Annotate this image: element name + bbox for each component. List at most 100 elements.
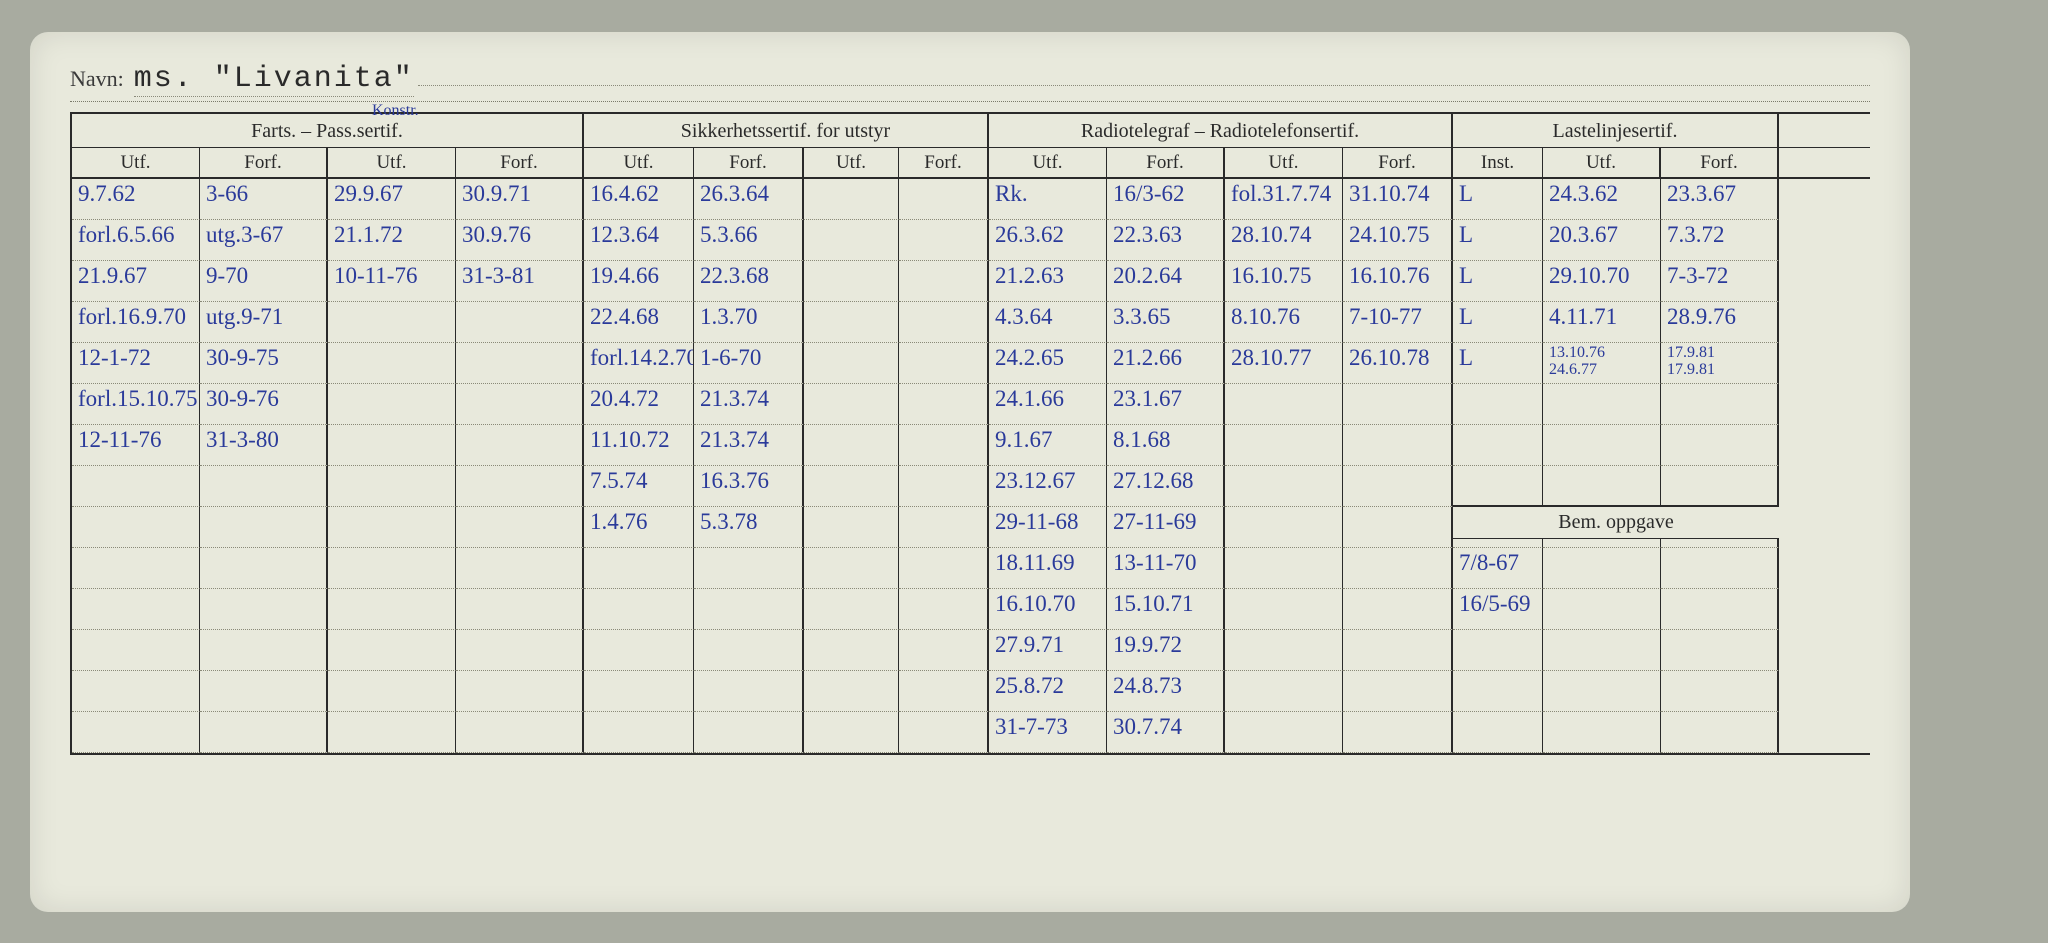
header-sub: Utf. [584,148,694,177]
cell: 24.1.66 [989,384,1107,425]
cell [1661,712,1779,753]
cell [456,671,584,712]
table-row: forl.16.9.70utg.9-7122.4.681.3.704.3.643… [72,302,1870,343]
cell: forl.14.2.70 [584,343,694,384]
cell [200,466,328,507]
cell: 23.1.67 [1107,384,1225,425]
cell [456,343,584,384]
cell [584,589,694,630]
name-row: Navn: ms. "Livanita" [70,62,1870,102]
cell: 3-66 [200,179,328,220]
cell [1543,712,1661,753]
cell [200,589,328,630]
cell: 30.9.71 [456,179,584,220]
cell: 28.10.77 [1225,343,1343,384]
cell [1225,466,1343,507]
cell [804,466,899,507]
cell [899,261,989,302]
cell: 30-9-75 [200,343,328,384]
cell [1453,384,1543,425]
cell: 31-3-81 [456,261,584,302]
cell [328,671,456,712]
cell: 26.10.78 [1343,343,1453,384]
header-group: Lastelinjesertif. [1453,114,1779,147]
cell [804,343,899,384]
cell [804,548,899,589]
cell: 26.3.64 [694,179,804,220]
cell [899,671,989,712]
cell [1453,671,1543,712]
cell [804,630,899,671]
cell [1225,630,1343,671]
cell: 21.2.63 [989,261,1107,302]
cell: 21.2.66 [1107,343,1225,384]
table-row: 16.10.7015.10.7116/5-69 [72,589,1870,630]
cell [328,630,456,671]
table-body: 9.7.623-6629.9.6730.9.7116.4.6226.3.64Rk… [72,179,1870,753]
cell: Rk. [989,179,1107,220]
cell: 3.3.65 [1107,302,1225,343]
cell [200,671,328,712]
cell [1225,671,1343,712]
cell: 19.4.66 [584,261,694,302]
bem-oppgave-header: Bem. oppgave [1453,505,1779,539]
cell [694,548,804,589]
cell [899,548,989,589]
cell: 31-7-73 [989,712,1107,753]
table-row: 27.9.7119.9.72 [72,630,1870,671]
cell: L [1453,220,1543,261]
header-sub: Utf. [1543,148,1661,177]
header-sub: Forf. [899,148,989,177]
header-sub: Forf. [1661,148,1779,177]
cell [694,630,804,671]
table-row: 21.9.679-7010-11-7631-3-8119.4.6622.3.68… [72,261,1870,302]
cell [804,261,899,302]
cell: 24.10.75 [1343,220,1453,261]
cell: 23.12.67 [989,466,1107,507]
cell [899,343,989,384]
cell [1343,466,1453,507]
cell [899,507,989,548]
cell: 20.3.67 [1543,220,1661,261]
cell [72,630,200,671]
cell: 27.9.71 [989,630,1107,671]
cell [584,712,694,753]
cell: 16.3.76 [694,466,804,507]
cell: 29-11-68 [989,507,1107,548]
cell: 5.3.66 [694,220,804,261]
cell: 12.3.64 [584,220,694,261]
cell: 13.10.7624.6.77 [1543,343,1661,384]
cell [1543,466,1661,507]
bem-label: Bem. oppgave [1558,511,1674,533]
cell: 22.4.68 [584,302,694,343]
cell [1543,630,1661,671]
cell [1225,712,1343,753]
cell: 9-70 [200,261,328,302]
cell [1661,589,1779,630]
cell: 21.1.72 [328,220,456,261]
header-sub: Forf. [1343,148,1453,177]
cell [72,507,200,548]
header-sub: Forf. [694,148,804,177]
name-label: Navn: [70,66,124,92]
cell: 10-11-76 [328,261,456,302]
header-sub: Forf. [200,148,328,177]
cell: 21.3.74 [694,384,804,425]
cell [1225,425,1343,466]
cell [72,712,200,753]
cell: L [1453,343,1543,384]
cell [200,548,328,589]
header-group: Farts. – Pass.sertif. [72,114,584,147]
cell [456,466,584,507]
header-row-subs: Utf.Forf.Utf.Forf.Utf.Forf.Utf.Forf.Utf.… [72,148,1870,179]
cell [1453,712,1543,753]
cell: utg.3-67 [200,220,328,261]
cell: 20.2.64 [1107,261,1225,302]
cell [72,466,200,507]
cell: L [1453,302,1543,343]
table-row: 25.8.7224.8.73 [72,671,1870,712]
cell [1543,384,1661,425]
cell [899,712,989,753]
cell: 31-3-80 [200,425,328,466]
cell [456,630,584,671]
